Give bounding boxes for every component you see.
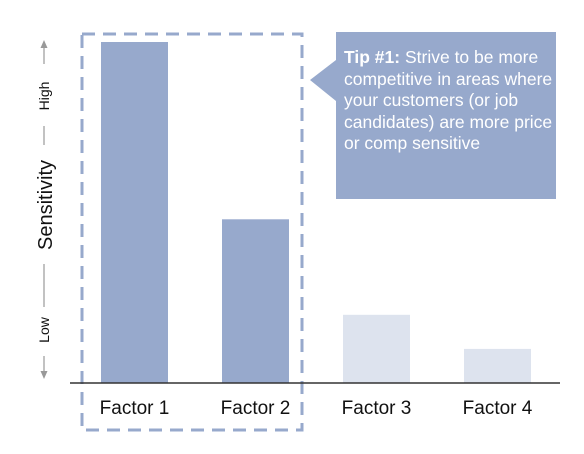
bar-factor-2: [222, 219, 289, 383]
tip-callout-title: Tip #1:: [344, 47, 401, 67]
highlight-frame: [80, 32, 304, 432]
bar-factor-4: [464, 348, 531, 383]
bar-factor-3: [343, 314, 410, 383]
tip-callout-box: [310, 32, 556, 199]
y-axis-title: Sensitivity: [35, 160, 57, 250]
y-axis-arrow-up-head: [40, 40, 48, 48]
y-axis-arrow-down-head: [40, 371, 48, 379]
y-axis-high-label: High: [36, 82, 52, 111]
x-tick-label-factor-3: Factor 3: [342, 398, 412, 419]
tip-callout-body: Strive to be more competitive in areas w…: [344, 47, 553, 153]
y-axis-low-label: Low: [36, 316, 52, 343]
bar-factor-1: [101, 42, 168, 383]
x-tick-label-factor-2: Factor 2: [221, 398, 291, 419]
x-tick-label-factor-4: Factor 4: [463, 398, 533, 419]
x-tick-label-factor-1: Factor 1: [100, 398, 170, 419]
tip-callout-text: Tip #1: Strive to be more competitive in…: [344, 47, 558, 155]
